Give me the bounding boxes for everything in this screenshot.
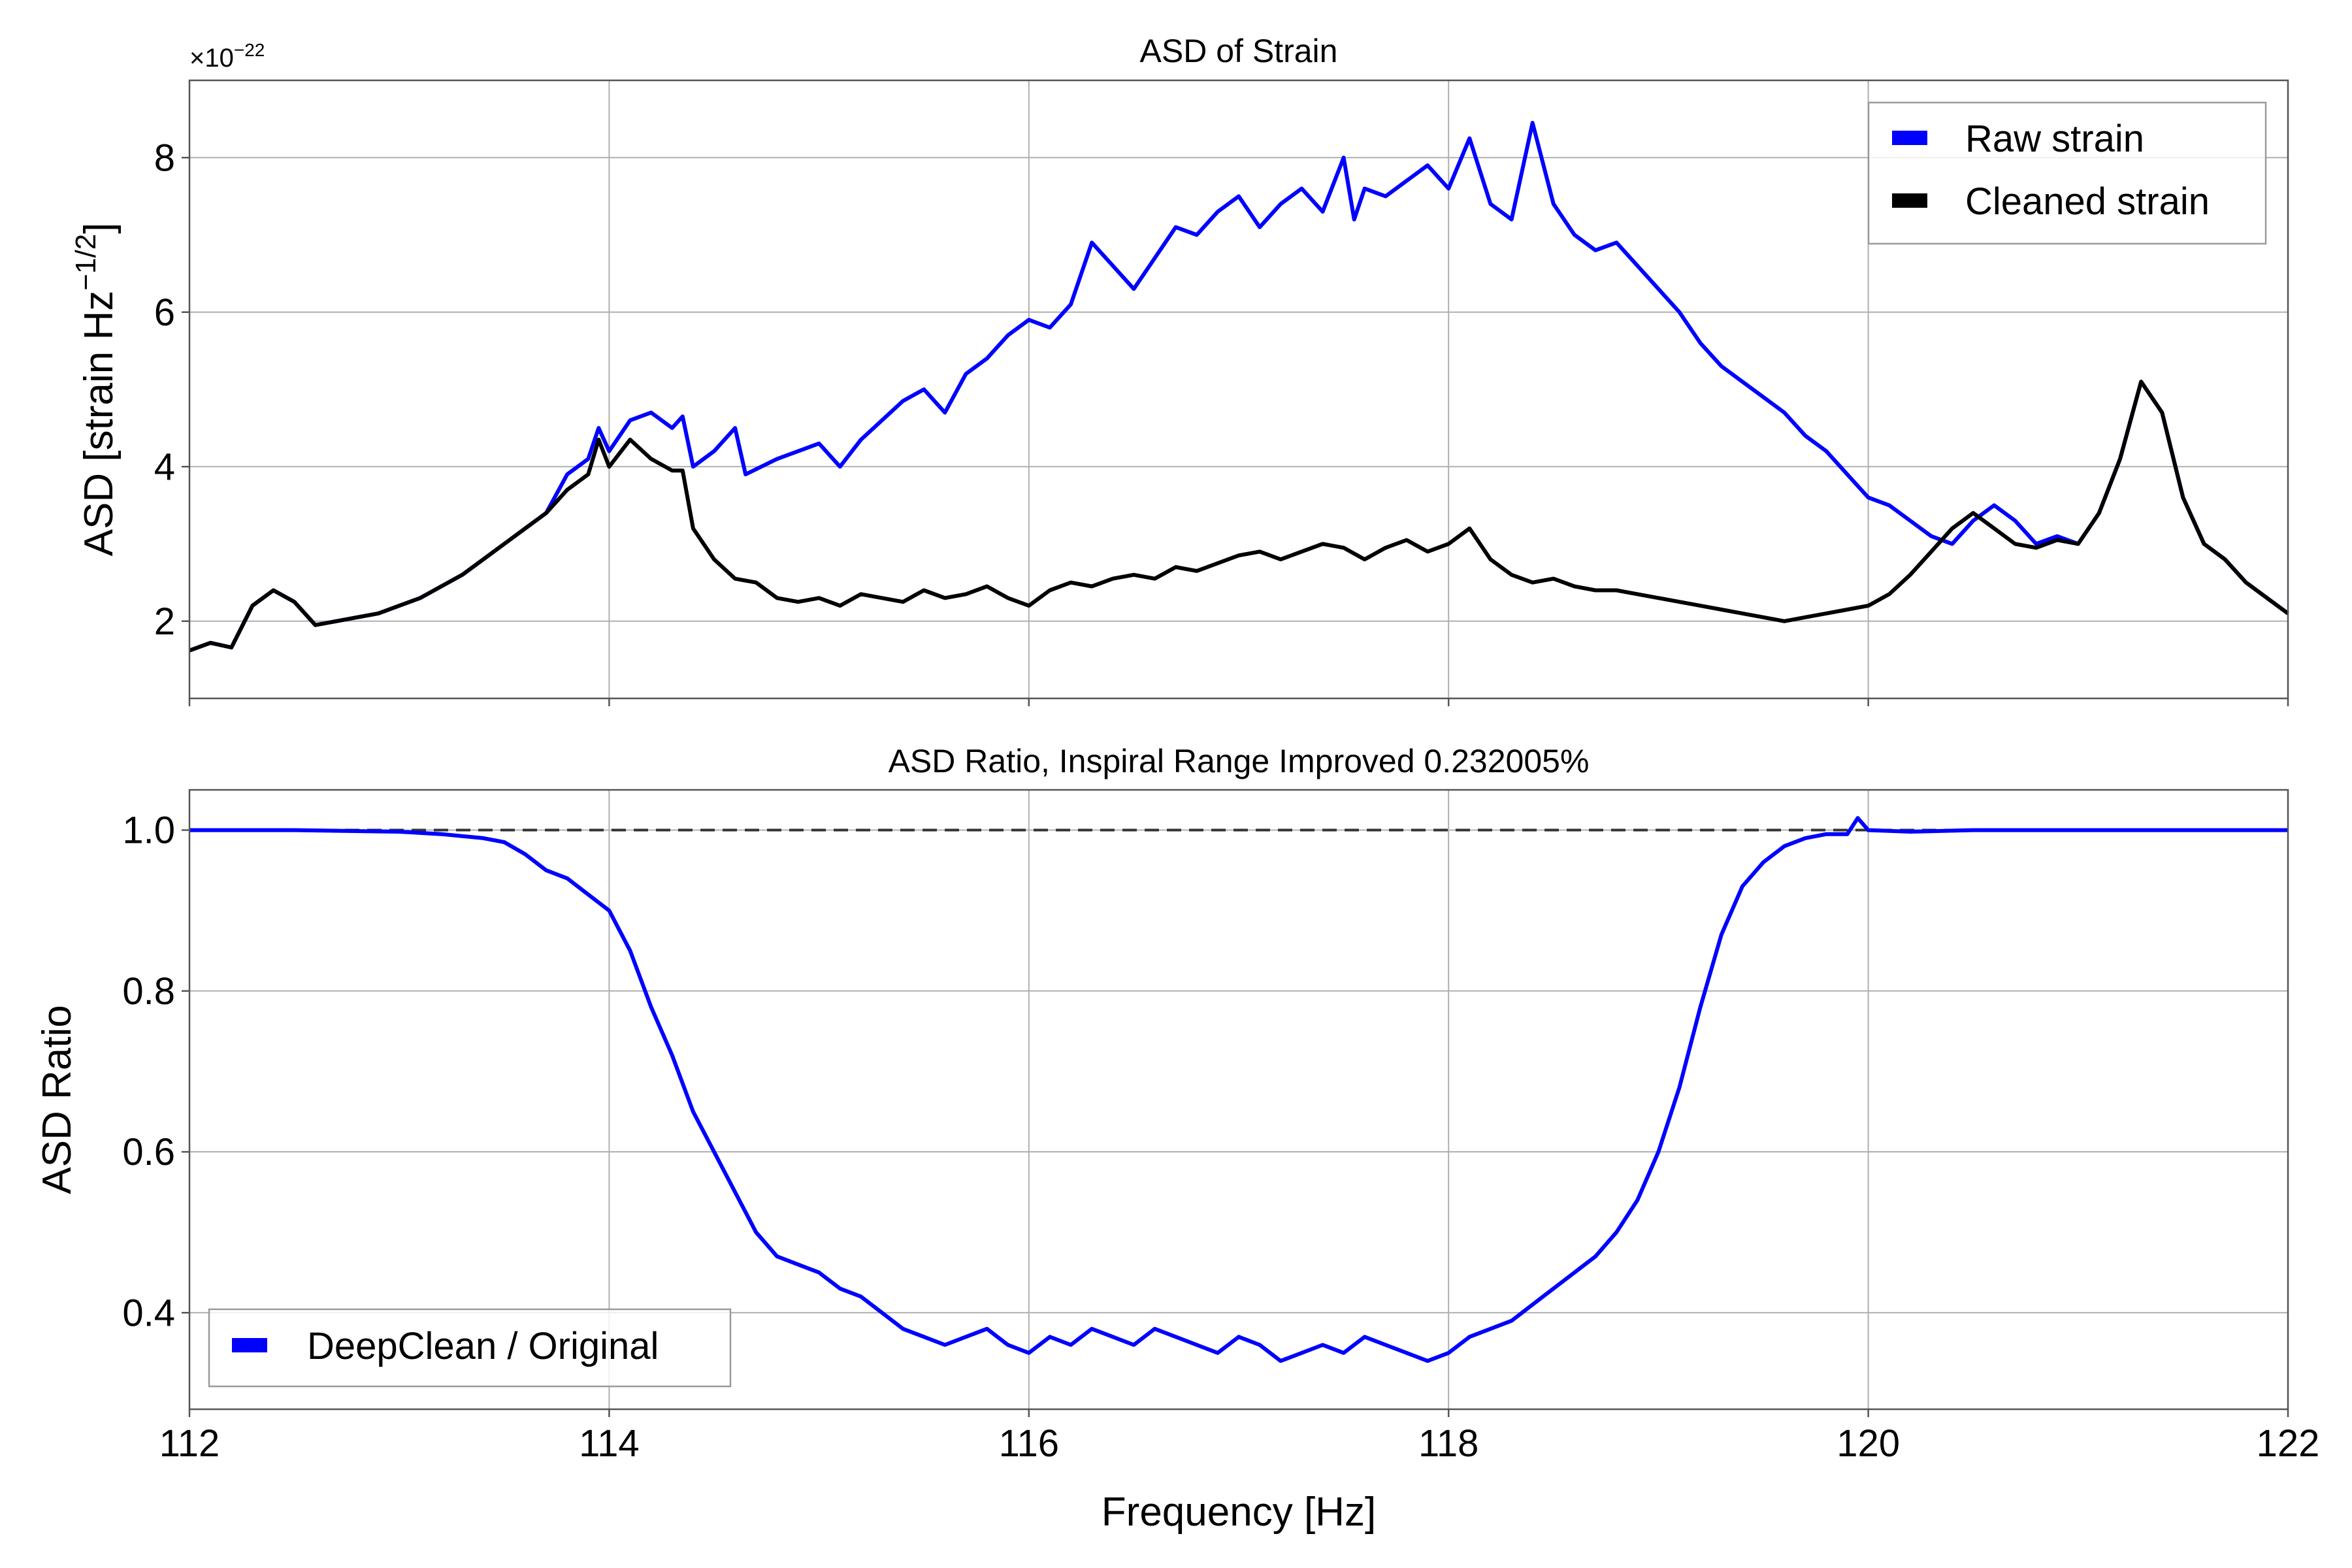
x-tick-label: 118 [1418, 1422, 1478, 1465]
y-multiplier: ×10−22 [189, 40, 265, 73]
series-line-deepclean-original [189, 816, 2288, 1364]
top-series-group [188, 121, 2289, 653]
legend-label-raw-strain: Raw strain [1965, 118, 2144, 160]
bottom-y-tick-label: 1.0 [122, 809, 175, 852]
legend-label-cleaned-strain: Cleaned strain [1965, 180, 2210, 223]
bottom-series-group [189, 816, 2288, 1364]
legend-swatch-cleaned-strain [1892, 193, 1927, 208]
bottom-y-tick-label: 0.8 [122, 970, 175, 1013]
bottom-y-tick-label: 0.4 [122, 1292, 175, 1334]
legend-swatch-raw-strain [1892, 131, 1927, 145]
bottom-ticks: 112 114 116 118 120 122 0.4 0.6 0.8 1.0 [122, 809, 2319, 1465]
top-y-tick-label: 2 [154, 600, 175, 643]
x-tick-label: 116 [999, 1422, 1059, 1465]
top-ticks: 2 4 6 8 [154, 137, 2289, 706]
top-chart-title: ASD of Strain [1140, 33, 1338, 69]
top-legend: Raw strain Cleaned strain [1867, 101, 2267, 245]
top-plot-frame [188, 79, 2289, 700]
x-tick-label: 114 [579, 1422, 639, 1465]
x-tick-label: 112 [159, 1422, 220, 1465]
x-tick-label: 122 [2257, 1422, 2320, 1465]
top-y-tick-label: 8 [154, 137, 175, 179]
x-tick-label: 120 [1837, 1422, 1900, 1465]
bottom-plot-frame [188, 789, 2289, 1411]
bottom-chart-title: ASD Ratio, Inspiral Range Improved 0.232… [889, 743, 1590, 779]
bottom-legend-frame [208, 1308, 732, 1388]
bottom-y-tick-label: 0.6 [122, 1131, 175, 1173]
bottom-legend: DeepClean / Original [208, 1308, 732, 1388]
series-line-cleaned-strain [188, 380, 2289, 653]
top-legend-frame [1867, 101, 2267, 245]
legend-swatch-deepclean [232, 1338, 267, 1352]
top-y-tick-label: 6 [154, 291, 175, 334]
top-y-axis-label: ASD [strain Hz−1/2] [70, 223, 122, 557]
top-y-tick-label: 4 [154, 446, 175, 488]
legend-label-deepclean: DeepClean / Original [307, 1325, 659, 1367]
x-axis-label: Frequency [Hz] [1102, 1490, 1376, 1535]
asd-ratio-panel: 112 114 116 118 120 122 0.4 0.6 0.8 1.0 ASD Ratio… [35, 743, 2319, 1535]
bottom-y-axis-label: ASD Ratio [35, 1005, 80, 1194]
asd-strain-panel: 2 4 6 8 ASD of Strain ×10−22 ASD [strain Hz… [70, 33, 2289, 706]
